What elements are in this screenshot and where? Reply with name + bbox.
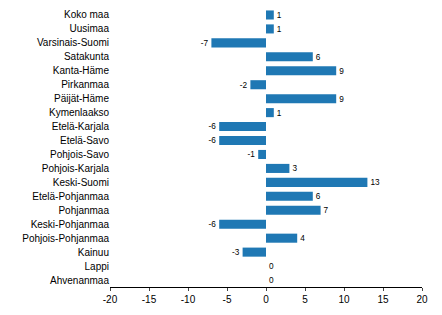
svg-text:1: 1 [277, 11, 282, 20]
svg-text:Lappi: Lappi [85, 261, 109, 272]
svg-text:-15: -15 [142, 294, 157, 305]
svg-text:1: 1 [277, 109, 282, 118]
svg-text:Etelä-Karjala: Etelä-Karjala [52, 121, 110, 132]
svg-text:Etelä-Pohjanmaa: Etelä-Pohjanmaa [32, 191, 109, 202]
svg-text:0: 0 [263, 294, 269, 305]
svg-text:Kanta-Häme: Kanta-Häme [53, 65, 110, 76]
svg-text:7: 7 [324, 206, 329, 215]
svg-text:Varsinais-Suomi: Varsinais-Suomi [37, 37, 109, 48]
svg-text:0: 0 [269, 262, 274, 271]
svg-text:-6: -6 [209, 220, 217, 229]
svg-text:3: 3 [292, 164, 297, 173]
svg-text:-10: -10 [181, 294, 196, 305]
svg-text:Koko maa: Koko maa [64, 9, 109, 20]
svg-text:15: 15 [377, 294, 389, 305]
svg-text:Etelä-Savo: Etelä-Savo [60, 135, 109, 146]
svg-text:Pohjois-Savo: Pohjois-Savo [50, 149, 109, 160]
svg-text:9: 9 [339, 95, 344, 104]
svg-text:13: 13 [370, 178, 380, 187]
svg-text:6: 6 [316, 192, 321, 201]
svg-text:Pohjois-Pohjanmaa: Pohjois-Pohjanmaa [22, 233, 109, 244]
svg-text:9: 9 [339, 67, 344, 76]
svg-text:4: 4 [300, 234, 305, 243]
svg-text:Keski-Pohjanmaa: Keski-Pohjanmaa [31, 219, 110, 230]
svg-text:Pohjanmaa: Pohjanmaa [58, 205, 109, 216]
svg-text:-3: -3 [232, 248, 240, 257]
svg-text:Pirkanmaa: Pirkanmaa [61, 79, 109, 90]
svg-text:Päijät-Häme: Päijät-Häme [54, 93, 109, 104]
svg-text:-2: -2 [240, 81, 248, 90]
svg-text:20: 20 [416, 294, 428, 305]
svg-text:0: 0 [269, 276, 274, 285]
svg-text:-6: -6 [209, 122, 217, 131]
svg-text:10: 10 [338, 294, 350, 305]
svg-text:-7: -7 [201, 39, 209, 48]
svg-text:Pohjois-Karjala: Pohjois-Karjala [42, 163, 110, 174]
svg-text:5: 5 [302, 294, 308, 305]
svg-text:Uusimaa: Uusimaa [70, 23, 110, 34]
svg-text:-6: -6 [209, 136, 217, 145]
svg-text:6: 6 [316, 53, 321, 62]
svg-text:Kainuu: Kainuu [78, 247, 109, 258]
svg-text:Ahvenanmaa: Ahvenanmaa [50, 275, 109, 286]
svg-text:Kymenlaakso: Kymenlaakso [49, 107, 109, 118]
svg-text:-5: -5 [223, 294, 232, 305]
svg-text:Keski-Suomi: Keski-Suomi [53, 177, 109, 188]
svg-text:-1: -1 [248, 150, 256, 159]
svg-text:-20: -20 [103, 294, 118, 305]
svg-text:1: 1 [277, 25, 282, 34]
svg-text:Satakunta: Satakunta [64, 51, 109, 62]
